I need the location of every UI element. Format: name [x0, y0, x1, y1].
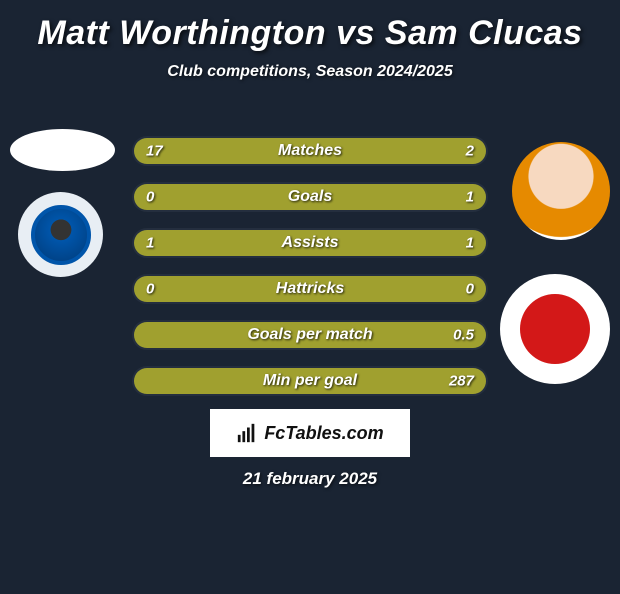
player2-avatar: [512, 142, 610, 240]
stat-value-right: 1: [466, 189, 474, 206]
stat-row: 0 1 Goals: [132, 182, 488, 212]
stat-value-right: 287: [449, 373, 474, 390]
stat-fill-right: [190, 184, 486, 210]
stat-value-left: 0: [146, 281, 154, 298]
stat-label: Min per goal: [263, 372, 357, 390]
stat-value-right: 0.5: [453, 327, 474, 344]
date-label: 21 february 2025: [243, 469, 377, 489]
stat-label: Goals: [288, 188, 332, 206]
imp-crest-icon: [520, 294, 590, 364]
stat-row: 17 2 Matches: [132, 136, 488, 166]
stat-label: Matches: [278, 142, 342, 160]
player2-club-crest: [500, 274, 610, 384]
stat-value-left: 17: [146, 143, 163, 160]
stat-row: 0 0 Hattricks: [132, 274, 488, 304]
stat-value-right: 1: [466, 235, 474, 252]
stat-fill-left: [134, 184, 190, 210]
stat-label: Goals per match: [247, 326, 372, 344]
logo-text: FcTables.com: [264, 423, 383, 444]
stat-value-right: 0: [466, 281, 474, 298]
fctables-logo: FcTables.com: [210, 409, 410, 457]
player1-club-crest: [18, 192, 103, 277]
subtitle: Club competitions, Season 2024/2025: [0, 63, 620, 81]
stat-row: 287 Min per goal: [132, 366, 488, 396]
owl-crest-icon: [31, 205, 91, 265]
page-title: Matt Worthington vs Sam Clucas: [0, 14, 620, 53]
stat-label: Assists: [282, 234, 339, 252]
chart-icon: [236, 422, 258, 444]
stat-value-left: 0: [146, 189, 154, 206]
stat-label: Hattricks: [276, 280, 344, 298]
stat-row: 0.5 Goals per match: [132, 320, 488, 350]
player1-avatar: [10, 129, 115, 171]
stat-value-right: 2: [466, 143, 474, 160]
stats-container: 17 2 Matches 0 1 Goals 1 1 Assists 0 0 Hattricks 0.5…: [132, 136, 488, 412]
stat-value-left: 1: [146, 235, 154, 252]
stat-row: 1 1 Assists: [132, 228, 488, 258]
